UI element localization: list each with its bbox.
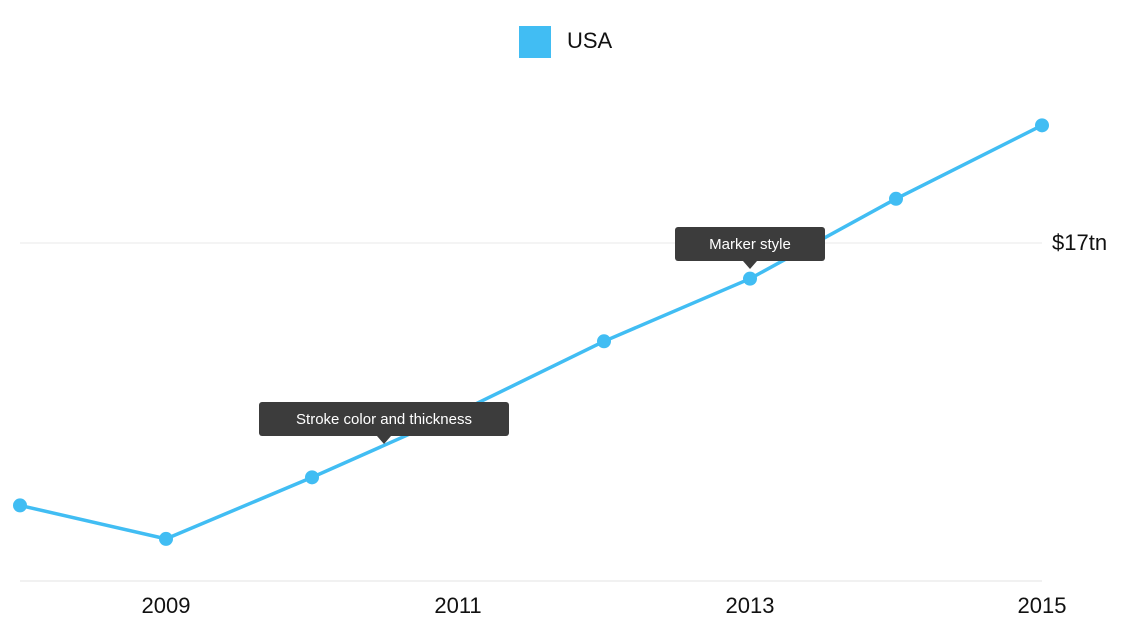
x-tick-label: 2011 (434, 593, 481, 618)
annotation-pointer (377, 436, 391, 444)
annotation-box (259, 402, 509, 436)
marker (159, 531, 173, 546)
marker (743, 271, 757, 286)
marker (889, 191, 903, 206)
annotation-box (675, 227, 825, 261)
marker (13, 498, 27, 513)
marker (1035, 118, 1049, 133)
marker (305, 470, 319, 485)
x-tick-label: 2015 (1018, 593, 1067, 618)
annotation-text: Marker style (709, 236, 791, 253)
series-line (19, 123, 1043, 541)
x-tick-label: 2009 (142, 593, 191, 618)
annotation: Stroke color and thickness (259, 402, 509, 444)
annotation-pointer (743, 261, 757, 269)
legend-label: USA (567, 28, 613, 53)
annotation-text: Stroke color and thickness (296, 411, 472, 428)
marker (597, 334, 611, 349)
y-tick-label: $17tn (1052, 230, 1107, 255)
legend-swatch (519, 26, 551, 58)
x-tick-label: 2013 (726, 593, 775, 618)
annotation: Marker style (675, 227, 825, 269)
